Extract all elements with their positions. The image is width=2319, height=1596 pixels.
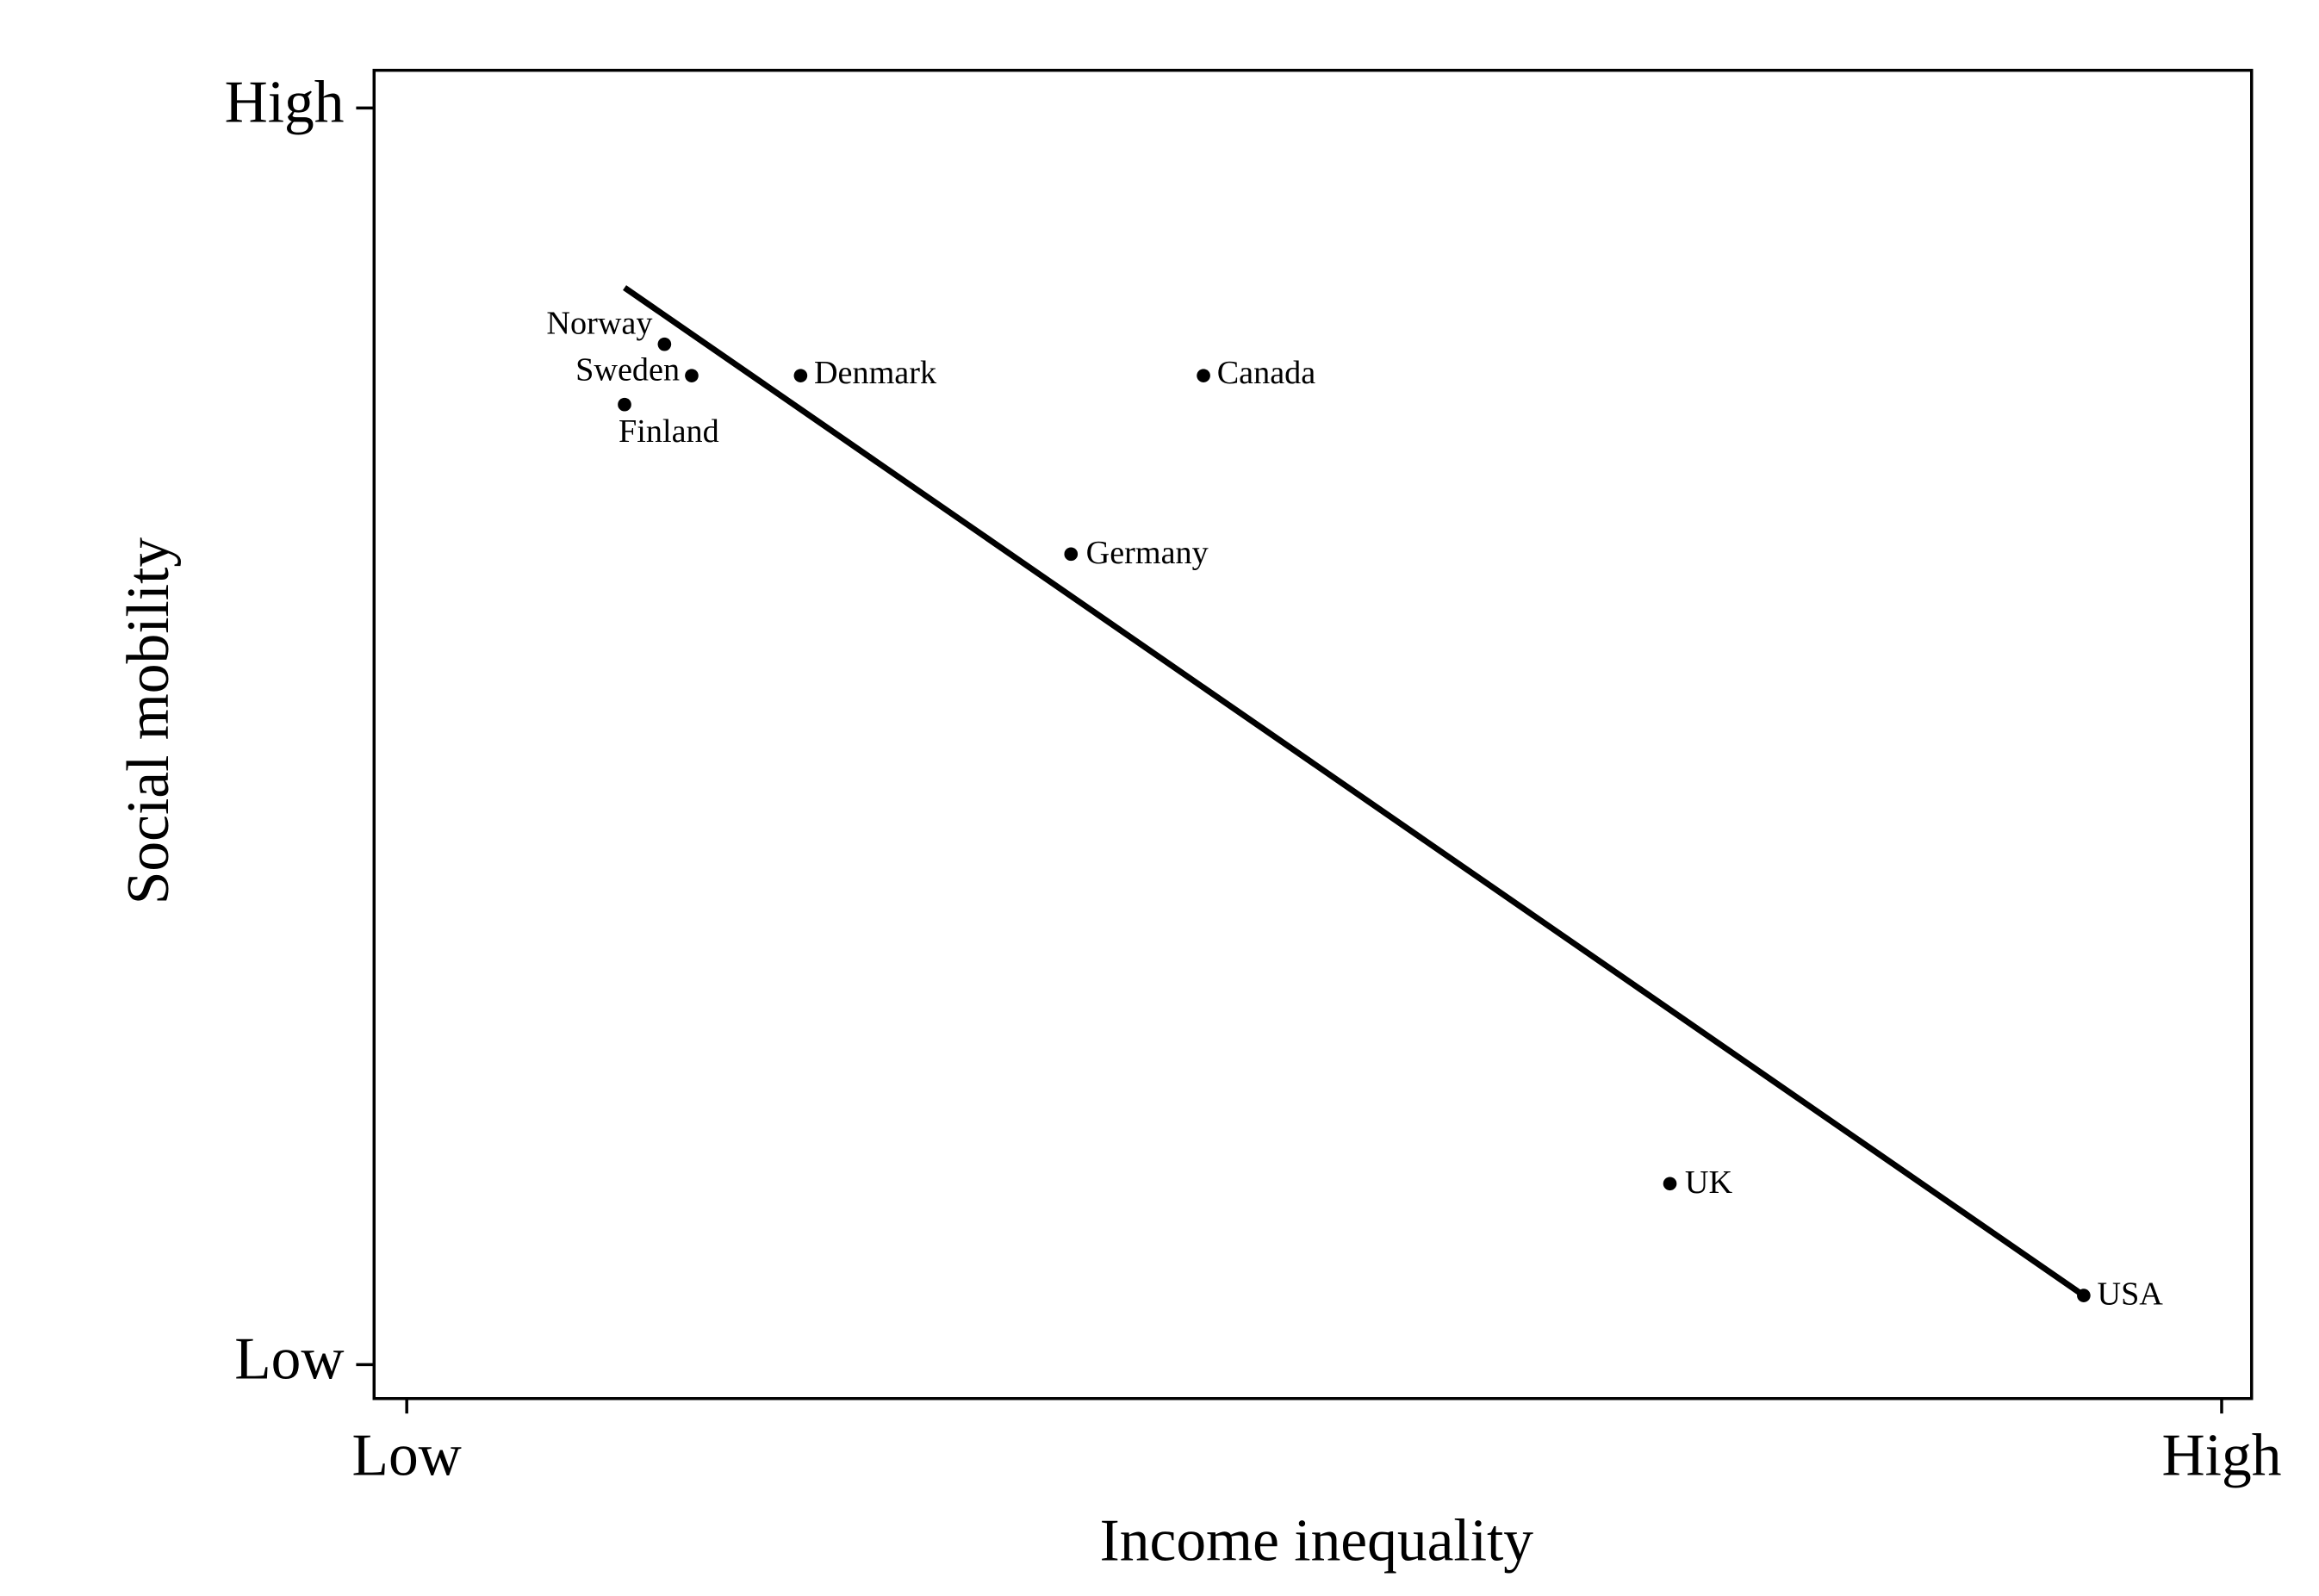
y-tick-label: Low — [234, 1326, 344, 1392]
point-label: Norway — [546, 306, 652, 342]
y-tick-label: High — [225, 69, 345, 135]
point — [793, 369, 808, 382]
point-label: USA — [2098, 1276, 2164, 1313]
point-label: Sweden — [575, 351, 680, 388]
point-label: Germany — [1086, 535, 1209, 571]
point — [1663, 1177, 1677, 1191]
point — [618, 397, 631, 412]
point-label: Canada — [1217, 355, 1316, 391]
point-label: UK — [1685, 1164, 1733, 1201]
point — [685, 369, 699, 382]
plot-frame — [372, 68, 2254, 1400]
point — [1064, 547, 1079, 562]
point-label: Finland — [619, 413, 719, 450]
y-axis-title: Social mobility — [115, 537, 182, 905]
x-tick-label: High — [2162, 1423, 2282, 1489]
point — [1197, 369, 1210, 382]
point — [2077, 1289, 2091, 1302]
point — [657, 337, 672, 351]
fit-line — [623, 285, 2086, 1298]
x-tick-label: Low — [352, 1423, 462, 1489]
point-label: Denmark — [814, 355, 937, 391]
x-axis-title: Income inequality — [1100, 1508, 1534, 1574]
